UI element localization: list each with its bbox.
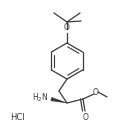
Text: O: O xyxy=(93,88,98,97)
Polygon shape xyxy=(51,97,67,103)
Text: O: O xyxy=(83,113,88,122)
Text: H$_2$N: H$_2$N xyxy=(32,92,48,104)
Text: HCl: HCl xyxy=(10,113,25,122)
Text: O: O xyxy=(64,24,70,32)
